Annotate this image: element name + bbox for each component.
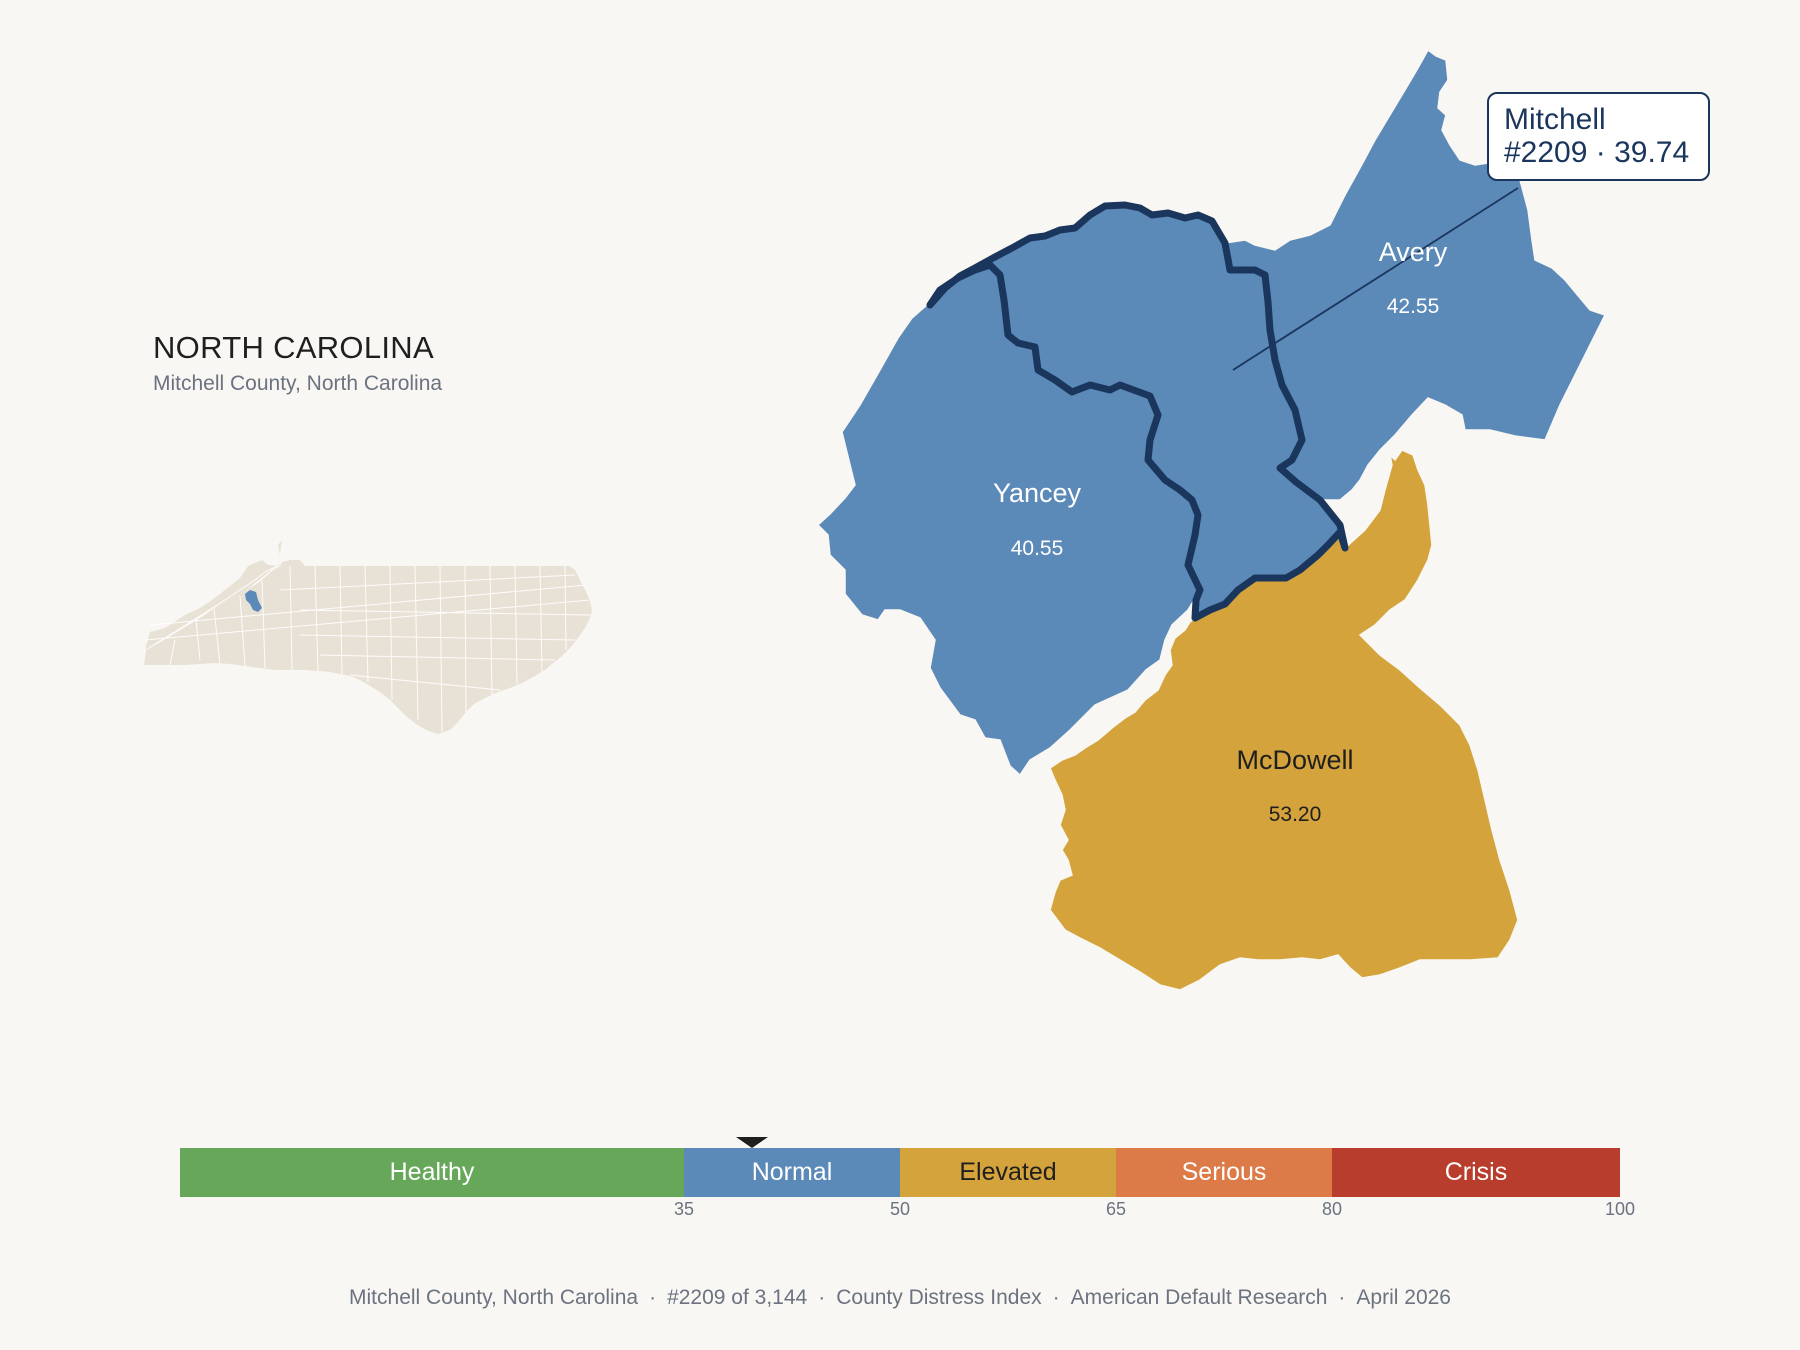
distress-scale-bar: Healthy Normal Elevated Serious Crisis bbox=[180, 1148, 1620, 1197]
county-score-avery: 42.55 bbox=[1387, 295, 1440, 318]
callout-county-name: Mitchell bbox=[1504, 103, 1606, 136]
callout-leader-line bbox=[1232, 187, 1519, 371]
state-title: NORTH CAROLINA bbox=[153, 330, 434, 365]
scale-segment-normal: Normal bbox=[684, 1148, 900, 1197]
nc-counties-lines bbox=[144, 565, 591, 733]
scale-segment-elevated: Elevated bbox=[900, 1148, 1116, 1197]
state-subtitle: Mitchell County, North Carolina bbox=[153, 372, 443, 395]
scale-segment-healthy: Healthy bbox=[180, 1148, 684, 1197]
scale-label-normal: Normal bbox=[751, 1158, 833, 1186]
county-detail-map: Yancey 40.55 Avery 42.55 McDowell 53.20 bbox=[816, 48, 1607, 991]
scale-segment-serious: Serious bbox=[1116, 1148, 1332, 1197]
county-callout: Mitchell #2209 · 39.74 bbox=[1487, 92, 1710, 181]
state-inset-map bbox=[144, 540, 592, 734]
callout-rank-score: #2209 · 39.74 bbox=[1504, 136, 1690, 169]
scale-label-elevated: Elevated bbox=[959, 1158, 1057, 1186]
footer-county: Mitchell County, North Carolina bbox=[349, 1286, 639, 1309]
scale-label-serious: Serious bbox=[1181, 1158, 1267, 1186]
county-shape-avery[interactable] bbox=[1224, 48, 1607, 501]
scale-tick-100: 100 bbox=[1604, 1199, 1636, 1219]
footer-rank: #2209 of 3,144 bbox=[667, 1286, 808, 1309]
scale-tick-80: 80 bbox=[1321, 1199, 1343, 1219]
scale-position-marker bbox=[736, 1137, 769, 1148]
footer-index: County Distress Index bbox=[836, 1286, 1042, 1309]
scale-label-healthy: Healthy bbox=[389, 1158, 475, 1186]
footer-separator: · bbox=[649, 1286, 657, 1309]
county-score-mcdowell: 53.20 bbox=[1269, 803, 1322, 826]
scale-tick-65: 65 bbox=[1105, 1199, 1127, 1219]
footer-date: April 2026 bbox=[1356, 1286, 1451, 1309]
footer-separator: · bbox=[818, 1286, 826, 1309]
nc-shape[interactable] bbox=[144, 560, 592, 734]
footer: Mitchell County, North Carolina · #2209 of… bbox=[0, 1286, 1800, 1310]
footer-separator: · bbox=[1052, 1286, 1060, 1309]
scale-segment-crisis: Crisis bbox=[1332, 1148, 1620, 1197]
footer-separator: · bbox=[1338, 1286, 1346, 1309]
county-score-yancey: 40.55 bbox=[1011, 537, 1064, 560]
county-label-mcdowell: McDowell bbox=[1236, 745, 1353, 775]
scale-tick-50: 50 bbox=[889, 1199, 911, 1219]
scale-label-crisis: Crisis bbox=[1444, 1158, 1508, 1186]
county-label-yancey: Yancey bbox=[993, 478, 1082, 508]
scale-tick-35: 35 bbox=[673, 1199, 695, 1219]
mitchell-inset-highlight[interactable] bbox=[245, 590, 262, 612]
county-label-avery: Avery bbox=[1379, 237, 1448, 267]
mitchell-focus-outline bbox=[926, 201, 1349, 622]
county-shape-mcdowell[interactable] bbox=[1049, 449, 1519, 991]
footer-source: American Default Research bbox=[1070, 1286, 1328, 1309]
